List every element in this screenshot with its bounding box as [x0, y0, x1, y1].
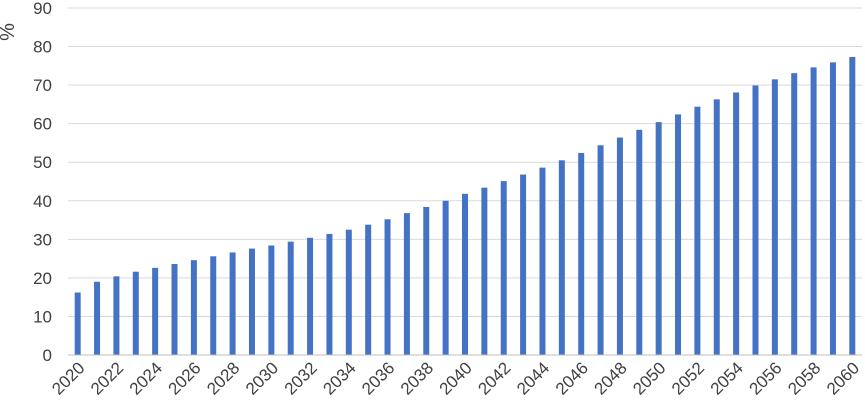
bar-2046 [578, 152, 585, 355]
y-axis-ticks: 0 10 20 30 40 50 60 70 80 90 [33, 0, 52, 365]
y-tick-label: 10 [33, 307, 52, 326]
bar-2038 [423, 206, 430, 355]
bar-2029 [248, 248, 255, 355]
bar-2044 [539, 167, 546, 355]
x-tick-label: 2054 [707, 358, 747, 398]
bar-series [74, 56, 856, 356]
x-tick-label: 2046 [552, 358, 592, 398]
bar-2041 [481, 187, 488, 355]
bar-2024 [152, 267, 159, 355]
x-axis-ticks: 2020202220242026202820302032203420362038… [48, 358, 863, 398]
bar-2058 [810, 67, 817, 356]
bar-2022 [113, 276, 120, 355]
y-tick-label: 60 [33, 115, 52, 134]
x-tick-label: 2022 [87, 358, 127, 398]
y-axis-unit-label: % [0, 23, 19, 41]
bar-2055 [752, 85, 759, 355]
bar-2037 [403, 213, 410, 355]
bar-2035 [365, 224, 372, 355]
bar-2027 [210, 256, 217, 355]
bar-2043 [520, 174, 527, 355]
x-tick-label: 2060 [823, 358, 863, 398]
bar-2047 [597, 145, 604, 355]
x-tick-label: 2024 [126, 358, 166, 398]
bar-2034 [345, 229, 352, 355]
bar-2020 [74, 292, 81, 355]
x-tick-label: 2040 [436, 358, 476, 398]
bar-2025 [171, 264, 178, 355]
bar-2033 [326, 233, 333, 355]
x-tick-label: 2034 [319, 358, 359, 398]
y-tick-label: 70 [33, 76, 52, 95]
bar-2048 [616, 137, 623, 355]
y-tick-label: 50 [33, 153, 52, 172]
bar-2052 [694, 106, 701, 355]
bar-2021 [94, 281, 101, 355]
x-tick-label: 2032 [281, 358, 321, 398]
bar-2050 [655, 122, 662, 355]
bar-2059 [829, 62, 836, 355]
bar-2031 [287, 241, 294, 355]
x-tick-label: 2020 [48, 358, 88, 398]
bar-2045 [558, 160, 565, 355]
bar-2039 [442, 200, 449, 355]
x-tick-label: 2048 [591, 358, 631, 398]
x-tick-label: 2038 [397, 358, 437, 398]
bar-2032 [307, 237, 314, 355]
x-tick-label: 2052 [668, 358, 708, 398]
bar-2030 [268, 245, 275, 355]
y-tick-label: 30 [33, 230, 52, 249]
x-tick-label: 2058 [784, 358, 824, 398]
x-tick-label: 2030 [242, 358, 282, 398]
x-tick-label: 2042 [474, 358, 514, 398]
bar-2057 [791, 73, 798, 356]
y-tick-label: 80 [33, 38, 52, 57]
x-tick-label: 2028 [203, 358, 243, 398]
bar-2036 [384, 219, 391, 355]
y-tick-label: 40 [33, 192, 52, 211]
bar-2051 [675, 114, 682, 355]
bar-2042 [500, 181, 507, 355]
x-tick-label: 2056 [745, 358, 785, 398]
y-tick-label: 90 [33, 0, 52, 18]
bar-2049 [636, 129, 643, 355]
x-tick-label: 2050 [629, 358, 669, 398]
gridlines [68, 7, 862, 317]
bar-2053 [713, 99, 720, 355]
y-tick-label: 0 [43, 346, 52, 365]
x-tick-label: 2044 [513, 358, 553, 398]
bar-2056 [771, 79, 778, 356]
bar-2026 [190, 260, 197, 355]
bar-2028 [229, 252, 236, 355]
x-tick-label: 2026 [165, 358, 205, 398]
y-tick-label: 20 [33, 269, 52, 288]
bar-2054 [733, 92, 740, 355]
x-tick-label: 2036 [358, 358, 398, 398]
bar-2023 [132, 271, 139, 355]
bar-2060 [849, 56, 856, 356]
bar-2040 [462, 193, 468, 355]
